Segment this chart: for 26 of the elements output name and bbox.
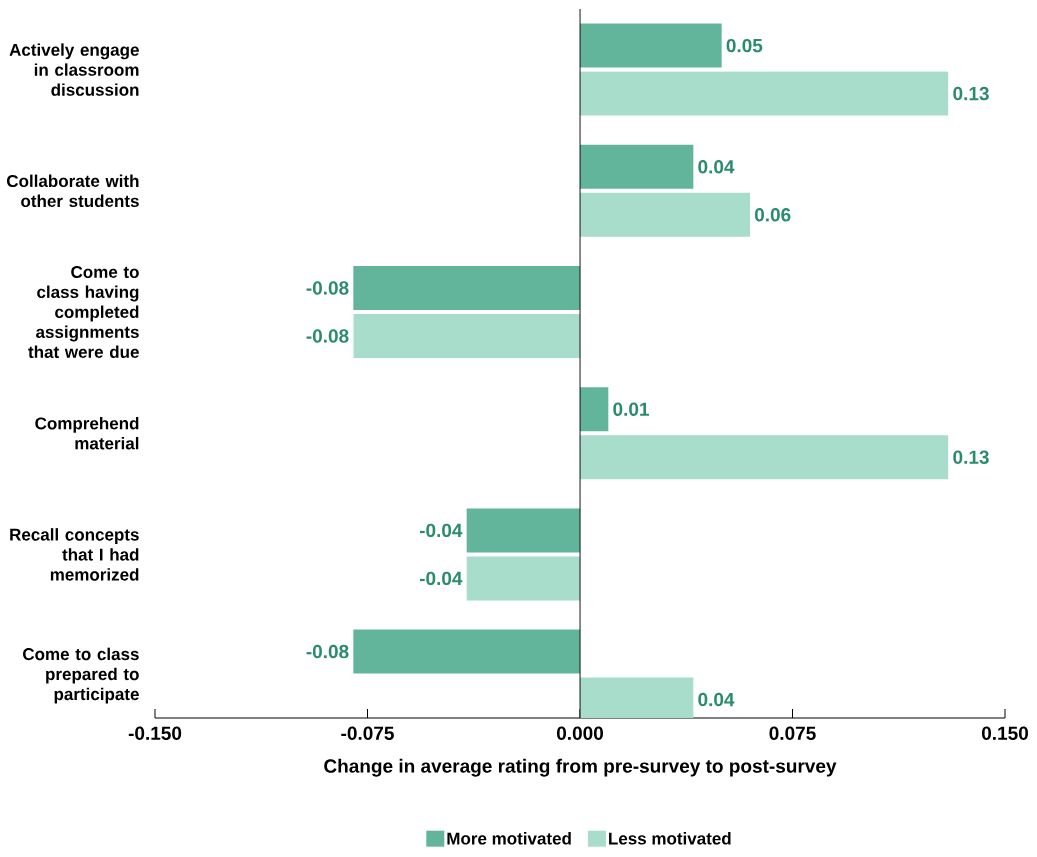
data-label: 0.13 — [953, 86, 989, 101]
y-tick-label: Actively engage in classroom discussion — [9, 43, 139, 96]
y-tick-label: Come to class prepared to participate — [23, 647, 139, 704]
data-label: 0.06 — [754, 208, 791, 222]
data-label: 0.01 — [613, 402, 649, 416]
data-label: -0.04 — [419, 571, 463, 586]
y-tick-label: Come to class having completed assignments that were due — [28, 265, 139, 359]
y-tick-label: Recall concepts that I had memorized — [10, 528, 139, 581]
x-tick-label: 0.150 — [981, 726, 1028, 740]
data-label: -0.08 — [306, 281, 349, 295]
y-tick-label: Collaborate with other students — [6, 174, 139, 208]
x-axis-title: Change in average rating from pre-survey to post-survey — [324, 758, 837, 777]
data-label: -0.04 — [419, 523, 463, 538]
x-tick-label: -0.075 — [341, 726, 394, 740]
data-label: 0.13 — [953, 450, 989, 464]
y-tick-label: Comprehend material — [35, 416, 139, 450]
data-label: -0.08 — [306, 644, 349, 659]
data-label: 0.05 — [726, 38, 763, 53]
data-label: 0.04 — [698, 692, 735, 707]
x-tick-label: 0.075 — [769, 726, 816, 740]
x-tick-label: 0.000 — [556, 726, 603, 740]
data-label: 0.04 — [698, 160, 735, 174]
data-label: -0.08 — [306, 329, 349, 343]
legend-label: More motivated — [447, 832, 571, 845]
x-tick-label: -0.150 — [128, 726, 182, 740]
legend-label: Less motivated — [609, 832, 731, 845]
